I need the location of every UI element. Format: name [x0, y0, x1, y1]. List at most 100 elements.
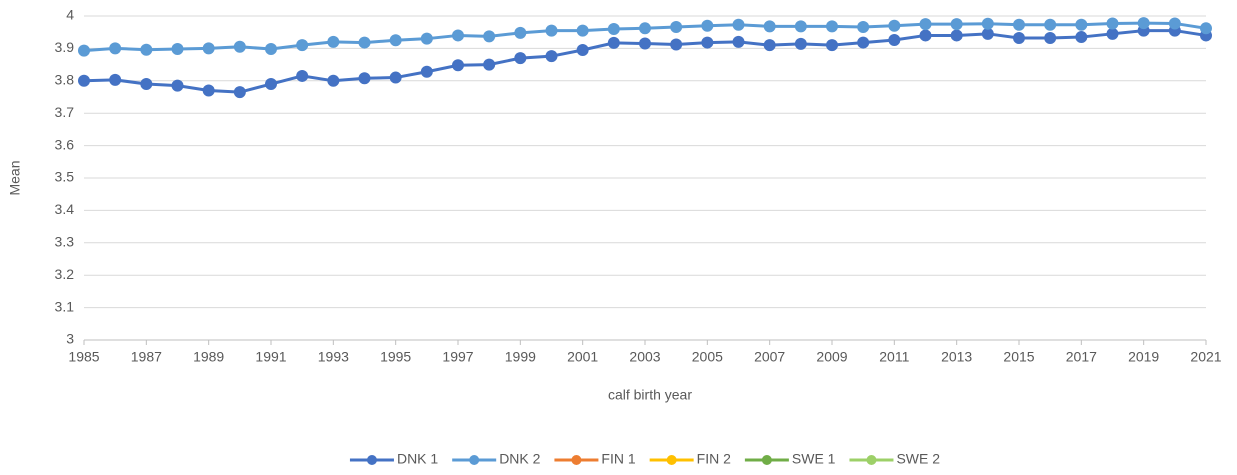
y-tick-label: 3.3 [55, 234, 75, 250]
x-tick-label: 2013 [941, 349, 972, 365]
data-point [78, 74, 90, 87]
x-tick-label: 1993 [318, 349, 349, 365]
data-point [483, 30, 496, 43]
data-point [857, 36, 870, 49]
data-point [1075, 31, 1088, 44]
data-point [1200, 22, 1212, 35]
data-point [639, 37, 651, 50]
data-point [1106, 27, 1119, 40]
data-point [514, 52, 527, 65]
data-point [296, 69, 309, 82]
data-point [919, 29, 932, 42]
data-point [981, 27, 994, 40]
x-tick-label: 1995 [380, 349, 411, 365]
x-tick-label: 2011 [879, 349, 909, 365]
y-tick-label: 3.8 [55, 72, 75, 88]
data-point [358, 36, 371, 49]
data-point [296, 39, 309, 52]
data-point [420, 32, 433, 45]
legend: DNK 1 DNK 2 FIN 1 FIN 2 SWE 1 SWE 2 [349, 451, 940, 467]
data-point [109, 73, 122, 86]
y-tick-label: 3.9 [55, 39, 75, 55]
x-tick-label: 2009 [816, 349, 847, 365]
data-point [639, 22, 651, 35]
x-tick-label: 2019 [1128, 349, 1159, 365]
data-point [202, 84, 215, 97]
x-tick-label: 2017 [1066, 349, 1097, 365]
data-point [420, 65, 433, 78]
data-point [327, 74, 340, 87]
data-point [950, 29, 963, 42]
data-point [732, 18, 745, 31]
data-point [233, 86, 246, 99]
data-point [1044, 32, 1057, 45]
x-tick-label: 1997 [442, 349, 473, 365]
x-tick-label: 2001 [567, 349, 598, 365]
data-point [763, 39, 776, 52]
legend-marker [469, 455, 480, 465]
y-axis-title: Mean [7, 160, 23, 195]
data-point [171, 43, 184, 56]
data-point [545, 24, 558, 37]
data-point [763, 20, 776, 33]
data-point [1106, 17, 1119, 30]
data-point [202, 42, 215, 55]
x-tick-label: 2015 [1003, 349, 1034, 365]
data-point [389, 34, 402, 47]
data-point [483, 58, 496, 71]
y-tick-label: 3.2 [55, 266, 75, 282]
data-point [732, 35, 745, 48]
data-point [78, 44, 90, 57]
x-tick-label: 1987 [131, 349, 162, 365]
data-point [981, 17, 994, 30]
x-tick-label: 1989 [193, 349, 224, 365]
y-tick-label: 3.4 [55, 201, 75, 217]
legend-label: FIN 2 [697, 451, 731, 467]
data-point [888, 33, 901, 46]
x-tick-label: 2005 [692, 349, 723, 365]
legend-marker [761, 455, 772, 465]
legend-marker [666, 455, 677, 465]
data-point [358, 72, 371, 85]
data-point [109, 42, 122, 55]
data-point [826, 20, 838, 33]
data-point [607, 36, 620, 49]
data-point [1168, 17, 1181, 30]
x-tick-label: 1999 [505, 349, 536, 365]
data-point [919, 18, 932, 31]
data-point [701, 36, 714, 49]
legend-marker [366, 455, 377, 465]
legend-label: DNK 1 [397, 451, 438, 467]
data-point [950, 18, 963, 31]
data-point [140, 78, 153, 91]
legend-label: FIN 1 [601, 451, 635, 467]
y-tick-label: 3 [66, 331, 74, 347]
x-tick-label: 2007 [754, 349, 785, 365]
data-point [794, 20, 807, 33]
x-tick-label: 1991 [255, 349, 286, 365]
y-tick-label: 4 [66, 7, 74, 23]
data-point [140, 43, 153, 56]
y-tick-label: 3.6 [55, 136, 75, 152]
x-axis-title: calf birth year [608, 387, 692, 403]
x-tick-label: 2003 [629, 349, 660, 365]
data-point [857, 21, 870, 34]
data-point [1013, 32, 1025, 45]
legend-label: SWE 2 [896, 451, 940, 467]
y-tick-label: 3.5 [55, 169, 75, 185]
x-tick-label: 2021 [1190, 349, 1221, 365]
legend-marker [866, 455, 877, 465]
data-point [607, 22, 620, 35]
data-point [452, 29, 464, 42]
data-point [670, 38, 683, 51]
data-point [171, 79, 184, 92]
data-point [576, 44, 589, 57]
y-tick-label: 3.7 [55, 104, 75, 120]
legend-marker [571, 455, 582, 465]
data-point [701, 19, 714, 32]
data-point [888, 19, 901, 32]
data-point [265, 43, 277, 56]
data-point [233, 40, 246, 53]
data-point [327, 35, 340, 48]
legend-label: SWE 1 [792, 451, 836, 467]
